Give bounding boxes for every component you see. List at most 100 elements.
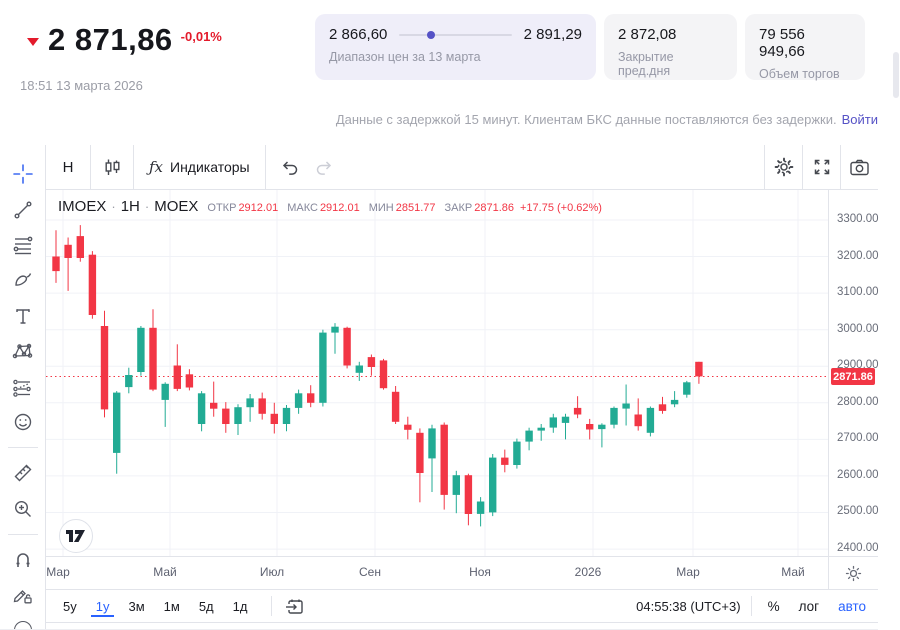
- candle: [670, 391, 679, 408]
- price-down-triangle-icon: [27, 38, 39, 46]
- legend-close-value: 2871.86: [474, 202, 514, 214]
- xabcd-pattern-tool[interactable]: [9, 338, 37, 364]
- magnet-tool[interactable]: [9, 547, 37, 573]
- price-axis[interactable]: 2871.86 3300.00 3200.00 3100.00 3000.00 2900…: [828, 190, 879, 556]
- text-icon: [15, 308, 30, 324]
- delay-notice-text: Данные с задержкой 15 минут. Клиентам БК…: [335, 112, 837, 127]
- range-high-value: 2 891,29: [523, 26, 582, 43]
- prev-close-value: 2 872,08: [618, 26, 677, 43]
- chart-legend: IMOEX · 1H · MOEX ОТКР 2912.01 МАКС 2912…: [58, 198, 602, 215]
- redo-icon[interactable]: [315, 158, 334, 176]
- forecast-tool[interactable]: [9, 373, 37, 399]
- legend-separator: ·: [111, 199, 116, 214]
- fx-icon: ƒx: [149, 158, 164, 176]
- partial-hidden-tool-icon[interactable]: [13, 620, 32, 630]
- candle: [416, 428, 424, 503]
- camera-icon: [850, 159, 869, 175]
- tools-separator: [7, 447, 38, 449]
- undo-icon[interactable]: [280, 158, 299, 176]
- range-button-1d[interactable]: 1д: [232, 598, 248, 614]
- zoom-in-tool[interactable]: [9, 495, 37, 521]
- price-range-card: 2 866,60 2 891,29 Диапазон цен за 13 мар…: [315, 14, 596, 80]
- candle: [598, 423, 606, 448]
- candle: [100, 310, 109, 418]
- candle: [537, 424, 545, 441]
- ruler-icon: [14, 464, 31, 482]
- crosshair-tool[interactable]: [9, 161, 37, 187]
- fib-retracement-tool[interactable]: [9, 232, 37, 258]
- brush-tool[interactable]: [9, 267, 37, 293]
- range-button-3m[interactable]: 3м: [128, 598, 145, 614]
- fullscreen-button[interactable]: [802, 145, 840, 189]
- chart-settings-button[interactable]: [764, 145, 802, 189]
- candle: [173, 344, 181, 392]
- candle: [185, 369, 194, 391]
- undo-redo-group: [266, 145, 348, 189]
- login-link[interactable]: Войти: [841, 112, 878, 127]
- candle: [379, 358, 388, 390]
- candle: [489, 454, 497, 517]
- range-low-value: 2 866,60: [329, 26, 388, 43]
- interval-button[interactable]: Н: [46, 145, 91, 189]
- candle: [294, 389, 303, 414]
- candle: [513, 438, 521, 469]
- axis-settings-button[interactable]: [828, 556, 878, 589]
- quote-timestamp: 18:51 13 марта 2026: [20, 78, 143, 93]
- candle: [683, 380, 691, 398]
- time-axis-label: Сен: [359, 565, 381, 579]
- volume-label: Объем торгов: [759, 67, 840, 81]
- tradingview-logo-icon: [66, 530, 85, 542]
- candle: [52, 230, 60, 283]
- calendar-goto-icon: [286, 599, 304, 614]
- trend-line-tool[interactable]: [9, 196, 37, 222]
- session-clock[interactable]: 04:55:38 (UTC+3): [636, 598, 741, 614]
- candle: [64, 237, 72, 291]
- scrollbar-thumb[interactable]: [893, 52, 899, 98]
- chart-style-button[interactable]: [91, 145, 134, 189]
- candle: [222, 402, 230, 433]
- forecast-icon: [13, 379, 31, 397]
- legend-separator: ·: [144, 199, 150, 214]
- candle: [440, 422, 448, 510]
- range-button-5y[interactable]: 5у: [63, 598, 77, 614]
- crosshair-icon: [12, 164, 33, 184]
- candle: [161, 382, 169, 427]
- snapshot-button[interactable]: [840, 145, 878, 189]
- candle: [258, 392, 266, 420]
- chart-plot-area[interactable]: IMOEX · 1H · MOEX ОТКР 2912.01 МАКС 2912…: [46, 190, 828, 556]
- magnet-icon: [16, 553, 29, 567]
- measure-tool[interactable]: [9, 460, 37, 486]
- legend-low-value: 2851.77: [395, 202, 436, 214]
- range-button-5d[interactable]: 5д: [198, 598, 214, 614]
- prev-close-card: 2 872,08 Закрытие пред.дня: [604, 14, 737, 80]
- candle: [343, 326, 351, 369]
- candle: [149, 309, 157, 392]
- lock-drawings-tool[interactable]: [9, 582, 37, 608]
- range-button-1y[interactable]: 1у: [90, 596, 115, 617]
- time-axis-label: Май: [153, 565, 177, 579]
- indicators-button[interactable]: ƒx Индикаторы: [134, 145, 266, 189]
- text-tool[interactable]: [9, 303, 37, 329]
- legend-symbol[interactable]: IMOEX: [58, 198, 107, 215]
- fullscreen-icon: [814, 159, 829, 175]
- tools-separator: [7, 533, 38, 535]
- time-axis[interactable]: Мар Май Июл Сен Ноя 2026 Мар Май: [46, 556, 828, 589]
- time-axis-label: 2026: [574, 565, 602, 579]
- chart-top-toolbar: Н ƒx Индикаторы: [46, 145, 878, 190]
- candle: [76, 225, 84, 262]
- log-scale-button[interactable]: лог: [798, 598, 820, 614]
- candle: [476, 497, 485, 527]
- trend-line-icon: [14, 201, 31, 219]
- range-button-1m[interactable]: 1м: [163, 598, 180, 614]
- candle: [246, 394, 254, 422]
- candle: [113, 391, 121, 474]
- percent-scale-button[interactable]: %: [767, 598, 780, 614]
- candle: [695, 361, 703, 384]
- goto-date-button[interactable]: [284, 597, 305, 616]
- emoji-tool[interactable]: [9, 409, 37, 435]
- tradingview-logo[interactable]: [59, 519, 93, 553]
- time-axis-label: Мар: [676, 565, 700, 579]
- candle: [331, 323, 339, 354]
- candle: [367, 354, 376, 376]
- auto-scale-button[interactable]: авто: [838, 598, 866, 614]
